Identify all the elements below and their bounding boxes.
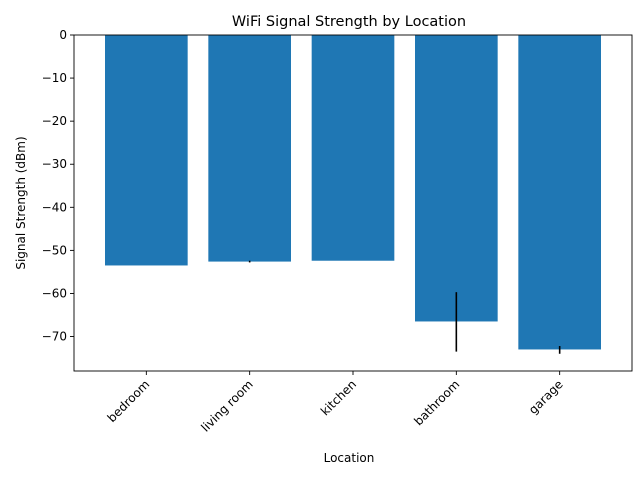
y-tick-label: −50: [42, 243, 67, 257]
bar-living-room: [208, 35, 291, 262]
bars-group: [105, 35, 601, 350]
plot-frame: [73, 34, 633, 372]
chart-title: WiFi Signal Strength by Location: [232, 14, 466, 30]
bar-kitchen: [311, 35, 395, 261]
y-tick-label: −60: [42, 286, 67, 300]
x-tick-label: garage: [526, 377, 566, 417]
bar-bedroom: [105, 35, 188, 266]
y-tick-label: −30: [42, 157, 67, 171]
bar-garage: [518, 35, 601, 350]
x-axis: bedroom living room kitchen bathroom garage: [105, 371, 566, 435]
y-tick-label: −10: [42, 71, 67, 85]
y-tick-label: −20: [42, 114, 67, 128]
y-axis: 0 −10 −20 −30 −40 −50 −60 −70: [42, 28, 74, 344]
y-axis-label: Signal Strength (dBm): [14, 136, 28, 269]
x-tick-label: bathroom: [411, 377, 462, 428]
x-axis-label: Location: [324, 451, 375, 465]
bar-bathroom: [415, 35, 498, 322]
error-bars-group: [248, 260, 561, 354]
x-tick-label: living room: [198, 377, 255, 434]
y-tick-label: −40: [42, 200, 67, 214]
x-tick-label: bedroom: [105, 377, 153, 425]
y-tick-label: −70: [42, 330, 67, 344]
y-tick-label: 0: [59, 28, 67, 42]
x-tick-label: kitchen: [318, 377, 359, 418]
